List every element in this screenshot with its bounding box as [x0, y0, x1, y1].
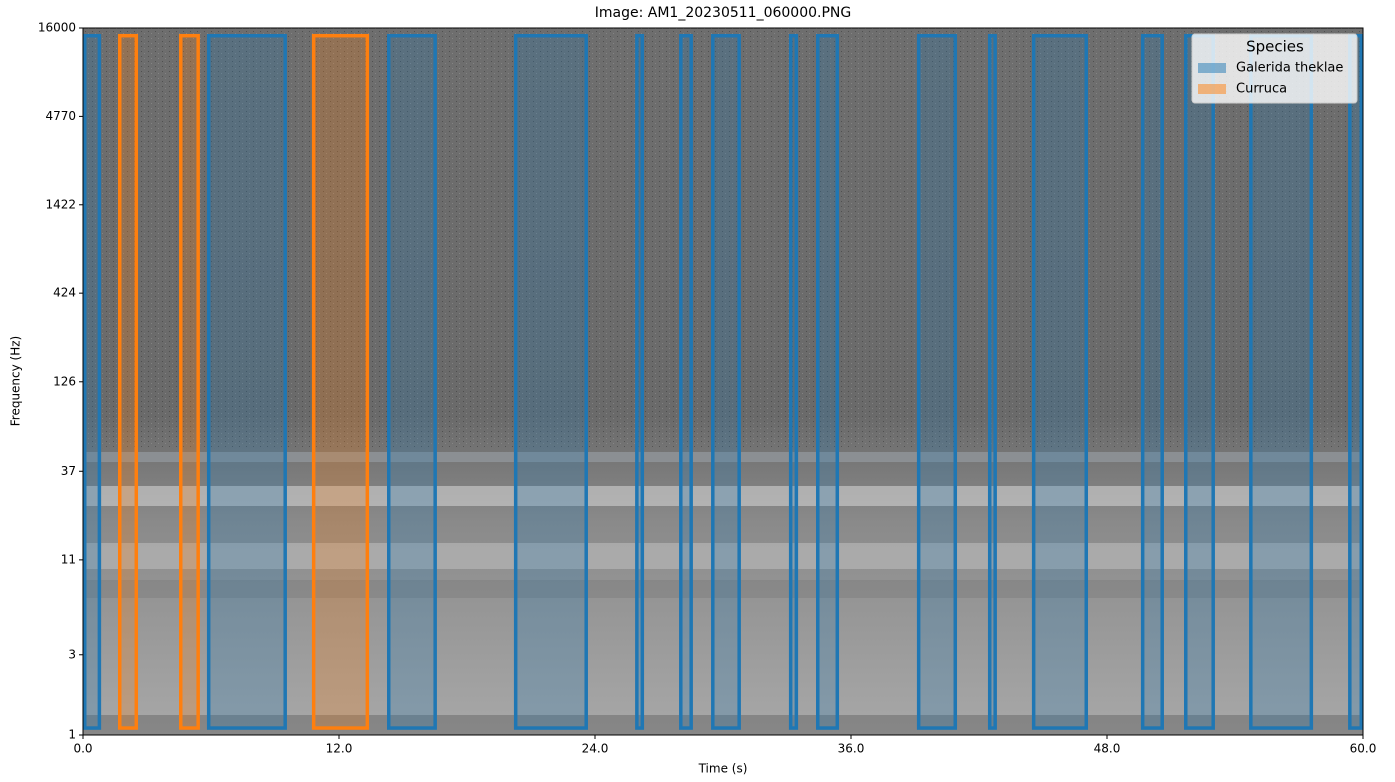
spectrogram [83, 28, 1363, 735]
annotation-box [987, 33, 997, 730]
annotation-box [179, 33, 200, 730]
y-tick-label: 1 [68, 728, 76, 742]
x-tick-label: 0.0 [73, 742, 92, 756]
y-tick-label: 37 [61, 464, 76, 478]
y-tick-label: 11 [61, 552, 76, 566]
annotation-box [83, 33, 102, 730]
annotation-box [1348, 33, 1363, 730]
annotation-box [788, 33, 799, 730]
x-tick-label: 48.0 [1094, 742, 1121, 756]
y-tick-label: 1422 [45, 197, 76, 211]
annotation-box [711, 33, 741, 730]
annotation-box [635, 33, 645, 730]
y-tick-label: 16000 [38, 21, 76, 35]
annotation-box [1140, 33, 1164, 730]
y-tick-label: 4770 [45, 109, 76, 123]
chart-title: Image: AM1_20230511_060000.PNG [595, 5, 852, 21]
x-tick-label: 12.0 [326, 742, 353, 756]
annotation-box [1249, 33, 1314, 730]
legend-swatch [1198, 84, 1226, 94]
legend-swatch [1198, 63, 1226, 73]
x-tick-label: 36.0 [838, 742, 865, 756]
annotation-box [816, 33, 840, 730]
legend: Species Galerida theklae Curruca [1191, 33, 1358, 104]
legend-label: Curruca [1236, 82, 1287, 97]
annotation-box [206, 33, 287, 730]
annotation-box [679, 33, 693, 730]
annotation-box [387, 33, 437, 730]
annotation-box [1184, 33, 1215, 730]
annotation-box [311, 33, 370, 730]
legend-title: Species [1246, 38, 1304, 56]
boxes [83, 33, 1363, 730]
y-tick-label: 3 [68, 647, 76, 661]
y-tick-label: 424 [53, 286, 76, 300]
x-tick-label: 24.0 [582, 742, 609, 756]
y-tick-label: 126 [53, 374, 76, 388]
annotation-box [117, 33, 139, 730]
annotation-box [1031, 33, 1089, 730]
annotation-box [916, 33, 958, 730]
x-axis-label: Time (s) [698, 762, 748, 776]
y-axis-label: Frequency (Hz) [9, 336, 23, 427]
annotation-box [513, 33, 588, 730]
legend-label: Galerida theklae [1236, 61, 1343, 76]
legend-box [1191, 33, 1358, 104]
x-tick-label: 60.0 [1350, 742, 1377, 756]
